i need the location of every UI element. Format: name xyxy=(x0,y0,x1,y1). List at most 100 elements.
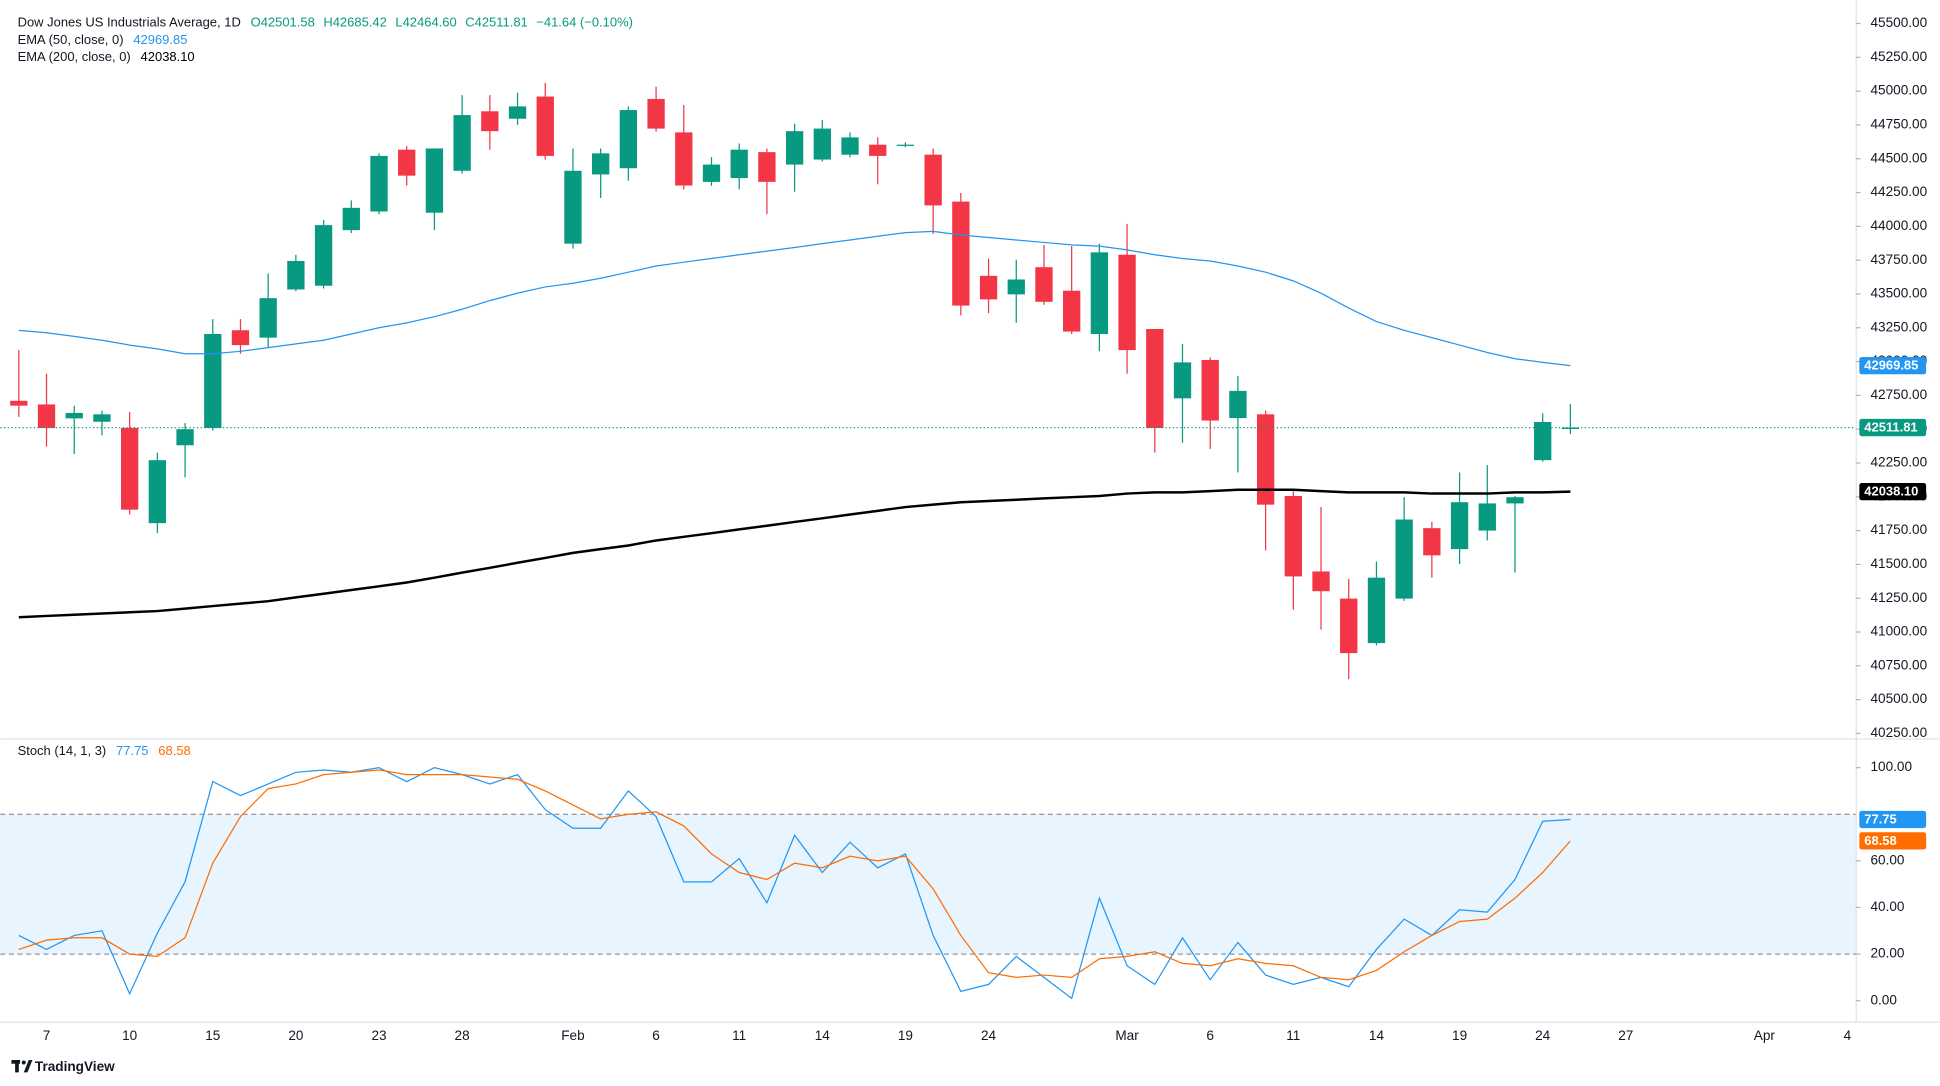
y-tick-label: 42250.00 xyxy=(1870,455,1927,470)
candle-body xyxy=(952,201,970,306)
y-tick-label: 44250.00 xyxy=(1870,184,1927,199)
candle-body xyxy=(481,111,499,132)
y-tick-label: 45500.00 xyxy=(1870,15,1927,30)
x-tick-label: Apr xyxy=(1754,1028,1776,1043)
x-tick-label: 14 xyxy=(815,1028,831,1043)
candle-body xyxy=(1561,427,1580,429)
x-tick-label: 20 xyxy=(288,1028,304,1043)
x-tick-label: 7 xyxy=(43,1028,51,1043)
candle-body xyxy=(1450,502,1469,550)
candle-body xyxy=(1173,362,1192,399)
brand: TradingView xyxy=(11,1059,115,1074)
candle-body xyxy=(924,154,942,206)
brand-text: TradingView xyxy=(35,1059,115,1074)
candle-body xyxy=(841,137,859,155)
stoch-legend: Stoch (14, 1, 3) 77.75 68.58 xyxy=(18,743,191,758)
y-tick-label: 41250.00 xyxy=(1870,590,1927,605)
y-tick-label: 40750.00 xyxy=(1870,657,1927,672)
price-badge xyxy=(1859,832,1927,850)
candle-body xyxy=(1256,414,1275,505)
x-tick-label: Feb xyxy=(561,1028,584,1043)
candle-body xyxy=(1201,359,1219,421)
price-badge xyxy=(1859,356,1927,375)
candle-body xyxy=(1007,279,1025,295)
price-badge-label: 42038.10 xyxy=(1864,484,1918,499)
price-badge-label: 42511.81 xyxy=(1864,420,1917,435)
y-tick-label: 45250.00 xyxy=(1870,49,1927,64)
candle-body xyxy=(758,152,776,182)
price-badge xyxy=(1859,418,1927,437)
price-badge xyxy=(1859,810,1927,829)
x-tick-label: 11 xyxy=(1286,1028,1300,1043)
x-tick-label: 6 xyxy=(1206,1028,1214,1043)
price-badge-label: 68.58 xyxy=(1864,833,1896,848)
logo-part xyxy=(21,1060,26,1065)
candle-body xyxy=(675,132,693,186)
candle-body xyxy=(10,400,28,406)
candle-body xyxy=(979,275,998,300)
legend-value: 42969.85 xyxy=(133,32,187,47)
y-tick-label: 41500.00 xyxy=(1870,556,1927,571)
y-tick-label: 40250.00 xyxy=(1870,725,1927,740)
line-series xyxy=(18,766,1571,1000)
price-badge-label: 77.75 xyxy=(1864,812,1896,827)
candle-body xyxy=(231,330,250,346)
x-tick-label: 24 xyxy=(981,1028,997,1043)
y-tick-label: 43500.00 xyxy=(1870,286,1927,301)
legend: Dow Jones US Industrials Average, 1D O42… xyxy=(18,15,633,759)
legend-close: C42511.81 xyxy=(465,15,528,30)
y-tick-label: 43750.00 xyxy=(1870,252,1927,267)
x-tick-label: 14 xyxy=(1369,1028,1385,1043)
x-tick-label: 28 xyxy=(455,1028,470,1043)
x-tick-label: 27 xyxy=(1618,1028,1633,1043)
y-tick-label: 42750.00 xyxy=(1870,387,1927,402)
candle-body xyxy=(314,225,333,286)
line-series xyxy=(18,488,1571,619)
candle-body xyxy=(1534,421,1552,461)
candle-body xyxy=(1340,598,1358,654)
ema200-legend: EMA (200, close, 0) 42038.10 xyxy=(18,50,195,65)
candle-body xyxy=(453,115,471,171)
price-badge xyxy=(1859,482,1927,501)
legend-name: EMA (50, close, 0) xyxy=(18,32,124,47)
candle-body xyxy=(564,170,582,244)
legend-name: EMA (200, close, 0) xyxy=(18,50,131,65)
candle-body xyxy=(1395,519,1413,599)
main-legend: Dow Jones US Industrials Average, 1D O42… xyxy=(18,15,633,30)
x-tick-label: 10 xyxy=(122,1028,138,1043)
band-fill xyxy=(0,814,1856,955)
x-tick-label: 15 xyxy=(205,1028,220,1043)
y-tick-label: 44750.00 xyxy=(1870,117,1927,132)
candle-body xyxy=(730,149,748,179)
candle-body xyxy=(896,144,915,146)
legend-value: 42038.10 xyxy=(141,50,195,65)
y-tick-label: 40.00 xyxy=(1870,899,1904,914)
candle-body xyxy=(425,148,444,213)
candle-body xyxy=(93,414,111,422)
line-series xyxy=(18,769,1571,981)
candle-body xyxy=(1312,571,1330,592)
candle-body xyxy=(148,460,167,524)
price-badge-label: 42969.85 xyxy=(1864,358,1918,373)
candle-body xyxy=(813,128,831,160)
ema50-legend: EMA (50, close, 0) 42969.85 xyxy=(18,32,188,47)
y-tick-label: 20.00 xyxy=(1870,946,1904,961)
x-tick-label: Mar xyxy=(1115,1028,1139,1043)
candle-body xyxy=(1229,390,1247,419)
x-tick-label: 4 xyxy=(1844,1028,1852,1043)
chart-title: Dow Jones US Industrials Average, 1D xyxy=(18,15,241,30)
legend-open: O42501.58 xyxy=(251,15,315,30)
logo-part xyxy=(15,1060,19,1073)
y-tick-label: 43250.00 xyxy=(1870,319,1927,334)
legend-value: 77.75 xyxy=(116,743,148,758)
candle-body xyxy=(619,110,638,169)
candle-body xyxy=(508,106,527,119)
x-tick-label: 24 xyxy=(1535,1028,1551,1043)
y-tick-label: 60.00 xyxy=(1870,852,1904,867)
candle-body xyxy=(1118,254,1136,351)
candle-body xyxy=(1478,503,1496,531)
y-tick-label: 44500.00 xyxy=(1870,150,1927,165)
legend-change: −41.64 (−0.10%) xyxy=(536,15,633,30)
